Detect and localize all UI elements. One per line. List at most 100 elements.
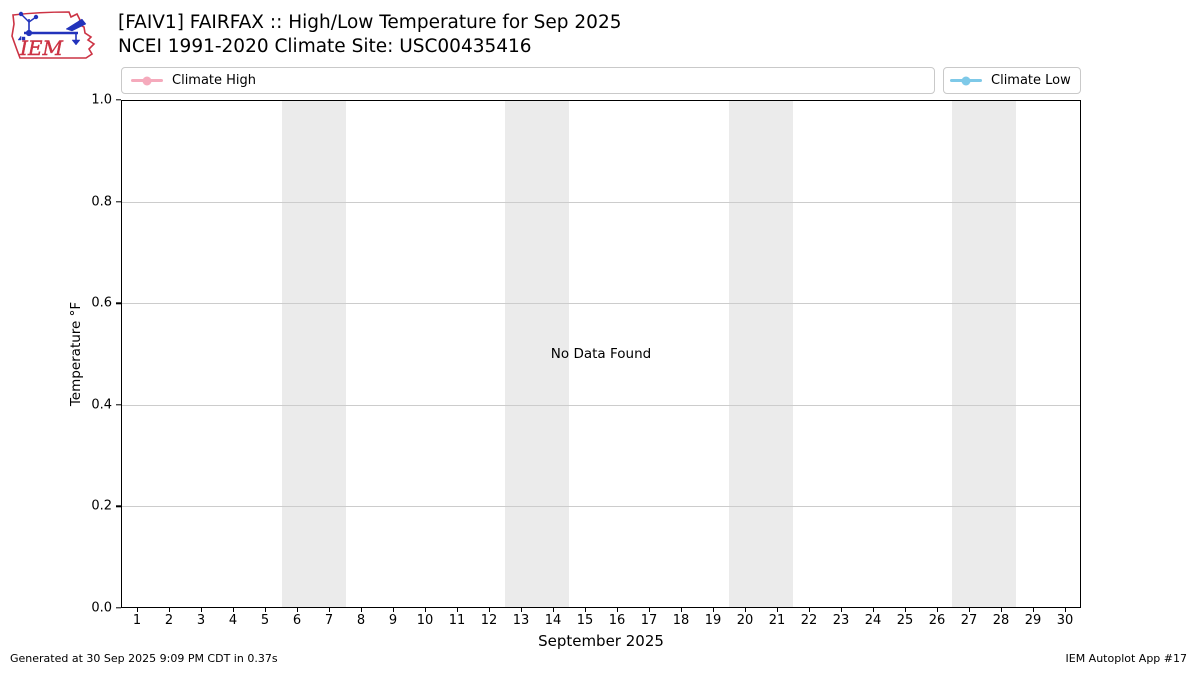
x-tick-mark xyxy=(361,608,363,612)
weekend-band xyxy=(505,101,570,607)
chart-title-block: [FAIV1] FAIRFAX :: High/Low Temperature … xyxy=(118,11,621,59)
x-tick-label: 11 xyxy=(448,613,466,628)
x-tick-label: 21 xyxy=(768,613,786,628)
x-tick-mark xyxy=(873,608,875,612)
x-tick-mark xyxy=(585,608,587,612)
x-tick-label: 15 xyxy=(576,613,594,628)
y-tick-mark xyxy=(116,607,121,609)
x-tick-label: 2 xyxy=(164,613,174,628)
x-tick-label: 16 xyxy=(608,613,626,628)
x-tick-label: 27 xyxy=(960,613,978,628)
app-credit: IEM Autoplot App #17 xyxy=(1065,652,1188,665)
x-tick-mark xyxy=(169,608,171,612)
weekend-band xyxy=(952,101,1017,607)
x-tick-mark xyxy=(233,608,235,612)
y-tick-label: 0.4 xyxy=(91,397,112,413)
x-tick-mark xyxy=(937,608,939,612)
y-tick-mark xyxy=(116,302,121,304)
x-tick-label: 26 xyxy=(928,613,946,628)
x-tick-label: 14 xyxy=(544,613,562,628)
chart-title: [FAIV1] FAIRFAX :: High/Low Temperature … xyxy=(118,12,622,33)
x-tick-label: 7 xyxy=(324,613,334,628)
x-tick-mark xyxy=(457,608,459,612)
x-tick-mark xyxy=(809,608,811,612)
iem-logo: IEM xyxy=(11,11,96,60)
x-tick-mark xyxy=(841,608,843,612)
x-tick-mark xyxy=(393,608,395,612)
gridline xyxy=(122,202,1080,204)
legend-climate-high: Climate High xyxy=(121,67,935,94)
x-tick-label: 4 xyxy=(228,613,238,628)
weekend-band xyxy=(728,101,793,607)
generated-timestamp: Generated at 30 Sep 2025 9:09 PM CDT in … xyxy=(10,652,278,665)
gridline xyxy=(122,303,1080,305)
y-tick-mark xyxy=(116,99,121,101)
gridline xyxy=(122,404,1080,406)
legend-label-climate-low: Climate Low xyxy=(991,73,1071,88)
gridline xyxy=(122,505,1080,507)
climate-high-marker-icon xyxy=(131,75,163,86)
x-tick-mark xyxy=(329,608,331,612)
x-tick-mark xyxy=(521,608,523,612)
y-tick-label: 0.0 xyxy=(91,600,112,616)
x-tick-label: 28 xyxy=(992,613,1010,628)
y-tick-label: 0.8 xyxy=(91,194,112,210)
x-tick-label: 9 xyxy=(388,613,398,628)
x-tick-label: 1 xyxy=(132,613,142,628)
x-tick-label: 29 xyxy=(1024,613,1042,628)
no-data-message: No Data Found xyxy=(550,346,652,362)
gridlines xyxy=(122,101,1080,607)
x-tick-mark xyxy=(649,608,651,612)
x-tick-mark xyxy=(1065,608,1067,612)
x-tick-marks xyxy=(121,608,1081,612)
x-tick-label: 23 xyxy=(832,613,850,628)
x-tick-mark xyxy=(137,608,139,612)
x-tick-label: 22 xyxy=(800,613,818,628)
climate-low-marker-icon xyxy=(950,75,982,86)
x-tick-mark xyxy=(745,608,747,612)
x-tick-label: 24 xyxy=(864,613,882,628)
x-tick-label: 8 xyxy=(356,613,366,628)
x-axis-label: September 2025 xyxy=(538,632,664,650)
x-tick-mark xyxy=(489,608,491,612)
x-tick-labels: 1 2 3 4 5 6 7 8 9 10 11 12 13 14 15 16 17 18 19 20 21 22 23 24 2… xyxy=(121,613,1081,629)
x-tick-mark xyxy=(1001,608,1003,612)
x-tick-mark xyxy=(265,608,267,612)
y-axis-label: Temperature °F xyxy=(68,301,84,407)
x-tick-mark xyxy=(713,608,715,612)
x-tick-mark xyxy=(200,608,203,612)
x-tick-mark xyxy=(1033,608,1035,612)
x-tick-label: 18 xyxy=(672,613,690,628)
weekend-bands xyxy=(122,101,1080,607)
y-tick-label: 0.2 xyxy=(91,498,112,514)
y-tick-labels: 1.0 0.8 0.6 0.4 0.2 0.0 xyxy=(70,93,112,616)
x-tick-label: 20 xyxy=(736,613,754,628)
legend-label-climate-high: Climate High xyxy=(172,73,257,88)
weather-vane-icon xyxy=(17,11,87,46)
chart-subtitle: NCEI 1991-2020 Climate Site: USC00435416 xyxy=(118,36,532,57)
y-tick-mark xyxy=(116,404,121,406)
y-tick-marks xyxy=(116,99,121,609)
x-tick-label: 10 xyxy=(416,613,434,628)
x-tick-label: 12 xyxy=(480,613,498,628)
x-tick-label: 5 xyxy=(260,613,270,628)
x-tick-mark xyxy=(969,608,971,612)
x-tick-mark xyxy=(777,608,779,612)
weekend-band xyxy=(281,101,346,607)
x-tick-mark xyxy=(553,608,555,612)
x-tick-label: 17 xyxy=(640,613,658,628)
x-tick-mark xyxy=(617,608,619,612)
x-tick-mark xyxy=(681,608,683,612)
y-tick-label: 1.0 xyxy=(91,92,112,108)
x-tick-mark xyxy=(425,608,427,612)
x-tick-label: 3 xyxy=(196,613,206,628)
x-tick-mark xyxy=(297,608,299,612)
y-tick-label: 0.6 xyxy=(91,295,112,311)
x-tick-mark xyxy=(905,608,907,612)
x-tick-label: 19 xyxy=(704,613,722,628)
x-tick-label: 13 xyxy=(512,613,530,628)
iem-logo-text: IEM xyxy=(19,36,64,60)
y-tick-mark xyxy=(116,505,121,508)
legend-climate-low: Climate Low xyxy=(943,67,1081,94)
